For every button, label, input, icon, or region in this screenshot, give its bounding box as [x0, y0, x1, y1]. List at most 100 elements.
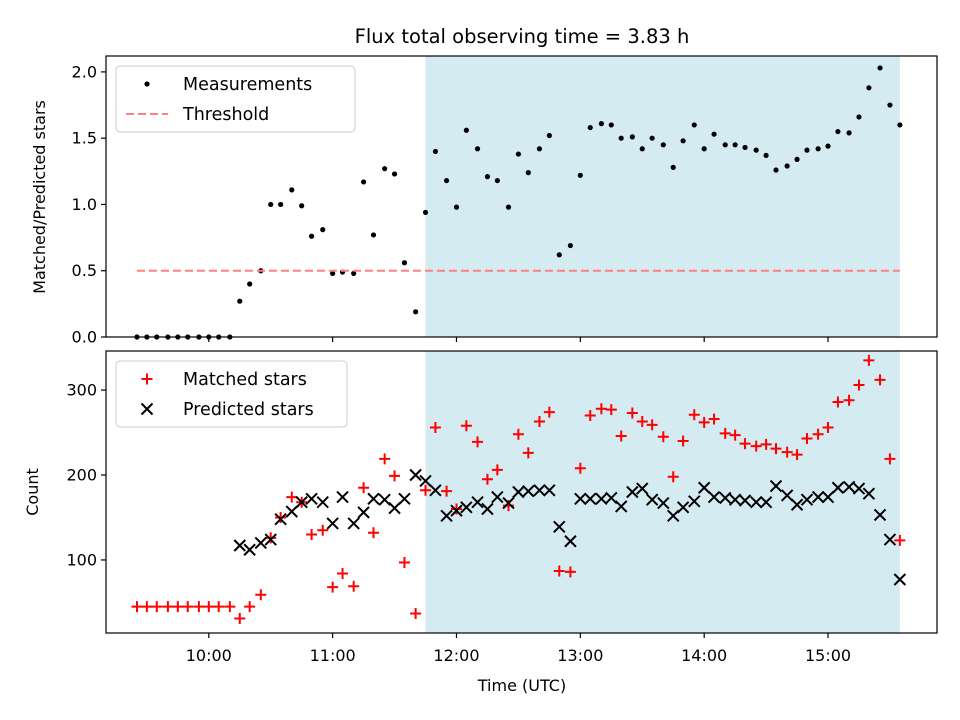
x-axis-label: Time (UTC) [477, 676, 566, 695]
chart-title: Flux total observing time = 3.83 h [355, 25, 690, 48]
measurements-point [546, 132, 552, 139]
measurements-point [887, 102, 893, 108]
predicted-stars-point [564, 535, 577, 548]
top-y-tick-label: 0.0 [72, 328, 97, 347]
matched-stars-point [688, 409, 700, 421]
predicted-stars-point [305, 492, 318, 506]
matched-stars-point [750, 440, 762, 452]
predicted-stars-point [719, 491, 732, 505]
predicted-stars-point [512, 485, 525, 499]
measurements-point [567, 242, 574, 249]
predicted-stars-point [697, 481, 711, 494]
predicted-stars-point [347, 517, 360, 530]
matched-stars-point [317, 524, 329, 536]
measurements-point [825, 143, 831, 149]
top-panel-frame [105, 55, 938, 338]
bottom-panel-y-axis: 100 200 300 [66, 381, 106, 569]
predicted-stars-point [645, 493, 659, 506]
measurements-point [877, 65, 883, 71]
matched-stars-point [162, 601, 174, 613]
matched-stars-point [368, 527, 380, 539]
measurements-point [453, 204, 460, 210]
matched-stars-point [543, 406, 555, 418]
matched-stars-point [564, 566, 576, 578]
measurements-point [587, 124, 593, 131]
matched-stars-point [172, 601, 184, 613]
measurements-point [247, 281, 253, 287]
matched-stars-point [626, 407, 638, 419]
measurements-point [629, 134, 635, 140]
matched-stars-point [832, 396, 844, 408]
predicted-stars-point [811, 490, 825, 504]
measurements-point [268, 201, 274, 208]
legend-label: Measurements [183, 75, 312, 95]
measurements-point [432, 148, 439, 155]
measurements-point [360, 179, 367, 185]
measurements-point [639, 146, 645, 152]
predicted-stars-point [769, 479, 783, 493]
measurements-point [391, 171, 398, 177]
predicted-stars-point [398, 492, 411, 506]
matched-stars-point [420, 484, 432, 496]
predicted-stars-point [883, 533, 897, 546]
predicted-stars-point [460, 501, 473, 514]
matched-stars-point [337, 568, 349, 580]
matched-stars-point [131, 601, 143, 613]
matched-stars-point [244, 601, 256, 613]
top-panel: 0.00.51.01.52.0 Matched/Predicted stars … [30, 55, 938, 347]
matched-stars-point [863, 354, 875, 366]
measurements-point [320, 227, 326, 233]
matched-stars-point [481, 473, 493, 485]
matched-stars-point [677, 435, 689, 447]
measurements-point [330, 270, 336, 276]
measurements-point [474, 146, 481, 152]
matched-stars-point [553, 565, 565, 577]
matched-stars-point [410, 607, 422, 619]
measurements-point [525, 170, 531, 176]
legend-matched-stars-swatch [141, 373, 153, 385]
matched-stars-point [141, 601, 153, 613]
legend-measurements-swatch [144, 81, 150, 87]
x-tick-label: 15:00 [805, 646, 851, 665]
matched-stars-point [522, 447, 534, 459]
measurements-point [856, 114, 862, 120]
matched-stars-point [379, 453, 391, 465]
predicted-stars-point [842, 480, 856, 494]
predicted-stars-point [419, 474, 432, 488]
measurements-point [289, 187, 295, 193]
predicted-stars-point [657, 496, 670, 510]
matched-stars-point [286, 491, 298, 503]
matched-stars-point [265, 532, 277, 544]
x-tick-label: 13:00 [557, 646, 603, 665]
measurements-point [536, 146, 543, 152]
measurements-point [753, 147, 759, 153]
measurements-point [237, 298, 243, 304]
measurements-point [401, 260, 408, 266]
matched-stars-point [615, 430, 627, 442]
matched-stars-point [472, 436, 484, 448]
predicted-stars-point [326, 517, 339, 530]
matched-stars-point [512, 428, 524, 440]
matched-stars-point [182, 601, 194, 613]
top-y-tick-label: 0.5 [72, 261, 97, 280]
predicted-stars-point [440, 509, 453, 522]
measurements-point [382, 166, 388, 172]
measurements-point [608, 122, 614, 128]
predicted-stars-point [254, 536, 268, 550]
predicted-stars-point [676, 501, 690, 514]
measurements-point [784, 163, 790, 169]
predicted-stars-point [264, 533, 277, 546]
top-legend-box [115, 65, 356, 133]
top-y-tick-label: 1.5 [72, 129, 97, 148]
measurements-point [835, 128, 841, 135]
matched-stars-point [193, 601, 205, 613]
predicted-stars-point [584, 492, 597, 506]
matched-stars-point [853, 379, 865, 391]
measurements-point [351, 270, 357, 276]
matched-stars-point [151, 601, 163, 613]
measurements-point [413, 309, 419, 315]
predicted-stars-point [759, 495, 773, 509]
matched-stars-point [781, 446, 793, 458]
measurements-point [866, 85, 872, 91]
predicted-stars-point [522, 484, 535, 498]
